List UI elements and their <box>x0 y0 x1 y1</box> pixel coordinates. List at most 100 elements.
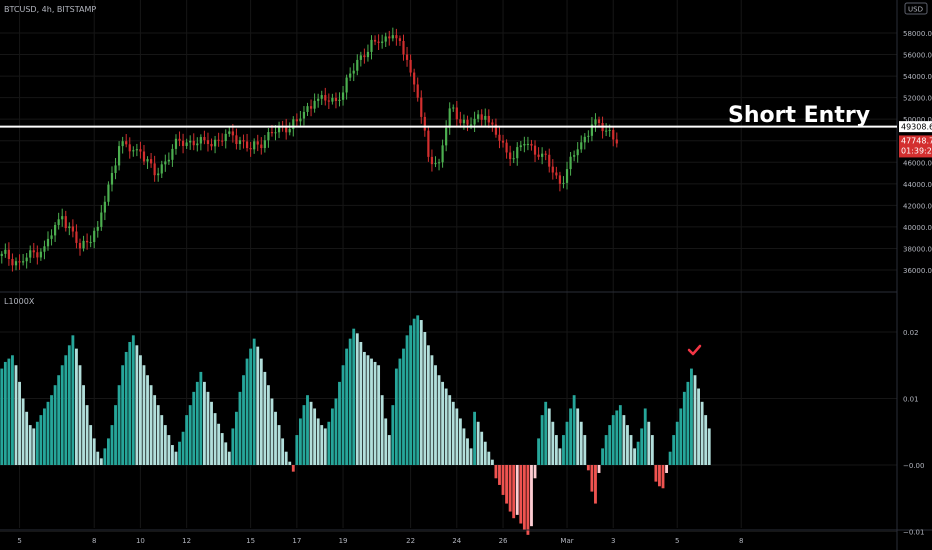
svg-text:47748.79: 47748.79 <box>901 136 932 145</box>
histogram-bar <box>416 315 420 465</box>
candle-body <box>249 148 252 150</box>
short-entry-label: Short Entry <box>728 103 870 128</box>
histogram-bar <box>302 405 306 465</box>
histogram-bar <box>626 425 629 465</box>
histogram-bar <box>362 351 366 465</box>
histogram-bar <box>110 425 114 465</box>
candle-body <box>153 163 156 176</box>
candle-body <box>306 106 309 112</box>
candle-body <box>167 159 170 162</box>
histogram-bar <box>121 365 125 465</box>
time-tick-label: 8 <box>739 537 743 545</box>
candle-body <box>295 119 298 122</box>
histogram-bar <box>0 368 4 465</box>
histogram-bar <box>3 361 7 465</box>
candle-body <box>196 143 199 146</box>
candle-body <box>388 36 391 39</box>
histogram-bar <box>192 391 196 465</box>
histogram-bar <box>298 418 302 465</box>
histogram-bar <box>704 415 708 465</box>
candle-body <box>423 116 426 131</box>
histogram-bar <box>473 411 477 465</box>
histogram-bar <box>515 465 519 515</box>
candle-body <box>331 97 334 102</box>
candle-body <box>498 134 501 141</box>
candle-body <box>135 149 138 151</box>
histogram-bar <box>508 465 512 512</box>
candle-body <box>228 131 231 134</box>
histogram-bar <box>547 408 551 465</box>
candle-body <box>277 126 281 133</box>
price-tick-label: 58000.00 <box>903 30 932 38</box>
histogram-bar <box>391 405 395 465</box>
candle-body <box>615 139 618 144</box>
candle-body <box>0 253 3 256</box>
candle-body <box>477 114 480 119</box>
candle-body <box>494 124 498 135</box>
histogram-bar <box>288 461 292 465</box>
candle-body <box>128 144 131 152</box>
histogram-bar <box>487 451 491 465</box>
candle-body <box>445 127 448 146</box>
time-axis[interactable]: 5 8 10 12 15 17 19 22 24 26 Mar 3 5 8 <box>17 537 743 545</box>
indicator-tick-label: 0.01 <box>903 396 919 404</box>
histogram-bar <box>71 335 75 465</box>
candle-body <box>299 118 302 122</box>
candle-body <box>430 156 434 165</box>
candle-body <box>267 132 270 141</box>
histogram-bar <box>309 401 313 465</box>
candle-body <box>334 97 338 102</box>
candle-body <box>565 169 569 183</box>
indicator-tick-label: 0.02 <box>903 329 919 337</box>
time-tick-label: 15 <box>246 537 255 545</box>
histogram-bar <box>334 398 338 465</box>
histogram-bar <box>341 365 345 465</box>
histogram-bar <box>636 441 640 465</box>
candle-body <box>4 249 7 254</box>
candle-body <box>523 143 526 146</box>
candle-body <box>203 137 206 141</box>
histogram-bar <box>185 415 189 465</box>
histogram-bar <box>135 345 139 465</box>
candle-body <box>373 39 377 42</box>
candle-body <box>469 124 473 126</box>
time-tick-label: Mar <box>560 537 573 545</box>
currency-badge[interactable]: USD <box>904 2 928 15</box>
candle-body <box>466 119 469 125</box>
histogram-bar <box>21 398 25 465</box>
candle-body <box>224 133 227 142</box>
candle-body <box>452 107 455 109</box>
candle-body <box>413 72 416 85</box>
candle-body <box>405 54 409 60</box>
histogram-bar <box>323 428 327 465</box>
histogram-bar <box>352 328 356 465</box>
histogram-bar <box>707 428 711 465</box>
time-tick-label: 22 <box>406 537 415 545</box>
candle-body <box>181 140 185 146</box>
candle-body <box>583 136 586 143</box>
price-tick-label: 46000.00 <box>903 159 932 167</box>
histogram-bar <box>195 381 199 465</box>
histogram-bar <box>128 341 132 465</box>
candle-body <box>317 98 320 101</box>
histogram-bar <box>672 435 676 465</box>
candle-body <box>537 154 540 157</box>
histogram-bar <box>224 442 228 465</box>
histogram-bar <box>327 421 331 465</box>
candle-body <box>256 141 259 145</box>
histogram-bar <box>295 435 299 465</box>
candle-body <box>206 140 210 144</box>
histogram-bar <box>693 375 697 465</box>
candle-body <box>93 230 96 243</box>
candle-body <box>530 143 533 146</box>
candle-body <box>366 51 370 58</box>
candle-body <box>75 231 78 243</box>
price-axis[interactable]: 36000.00 38000.00 40000.00 42000.00 44000.00… <box>903 30 932 275</box>
svg-text:USD: USD <box>908 6 923 14</box>
histogram-bar <box>242 375 245 465</box>
last-price-tag: 47748.79 01:39:21 <box>899 135 932 158</box>
histogram-bar <box>586 465 590 471</box>
indicator-axis[interactable]: 0.02 0.01 −0.00 −0.01 <box>903 329 924 537</box>
price-tick-label: 42000.00 <box>903 202 932 210</box>
level-price-tag: 49308.67 <box>899 121 932 133</box>
